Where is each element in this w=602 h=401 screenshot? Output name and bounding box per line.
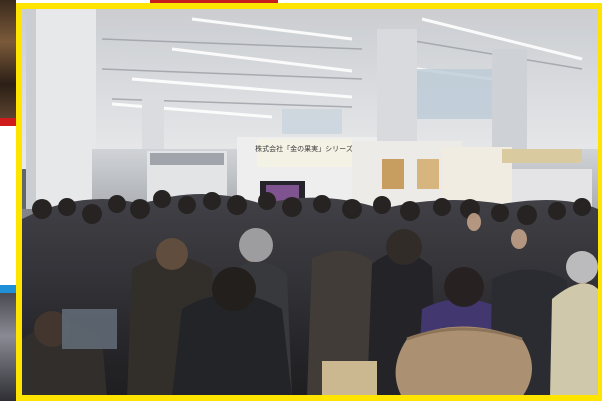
exhibition-crowd-photo: 株式会社「金の果実」シリーズ (22, 9, 598, 395)
adjacent-blue-bar (0, 285, 16, 293)
adjacent-red-bar (0, 118, 16, 126)
adjacent-image-bottom (0, 293, 16, 401)
adjacent-blank (0, 126, 16, 286)
adjacent-image-strip (0, 0, 16, 401)
column-left (26, 9, 96, 209)
photo-frame: 株式会社「金の果実」シリーズ (16, 3, 602, 401)
crowd-heads-back (32, 190, 591, 225)
top-red-sliver (150, 0, 278, 4)
crowd-foreground (22, 267, 532, 395)
booth-sign: 株式会社「金の果実」シリーズ (255, 144, 353, 153)
adjacent-image-top (0, 0, 16, 120)
